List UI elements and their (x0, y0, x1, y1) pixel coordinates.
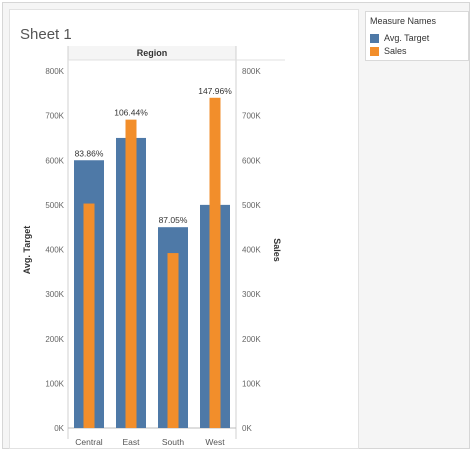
worksheet: Sheet 1 Region Avg. Target Sales 0K 0K 100… (9, 9, 359, 449)
legend: Measure Names Avg. Target Sales (365, 11, 469, 61)
y-tick-label: 0K (54, 424, 64, 433)
y-tick-label: 700K (45, 112, 64, 121)
y2-tick-label: 500K (242, 201, 261, 210)
y2-tick-label: 600K (242, 156, 261, 165)
y-tick-label: 200K (45, 335, 64, 344)
legend-item-sales[interactable]: Sales (370, 45, 407, 57)
y2-tick-label: 300K (242, 290, 261, 299)
y2-tick-label: 400K (242, 246, 261, 255)
y-tick-label: 500K (45, 201, 64, 210)
y2-axis-label: Sales (272, 238, 282, 262)
bar-sales-west[interactable] (209, 97, 221, 429)
data-label-south: 87.05% (159, 215, 188, 225)
y2-tick-label: 800K (242, 67, 261, 76)
x-tick-label: South (162, 437, 184, 447)
x-tick-label: Central (75, 437, 103, 447)
y2-tick-label: 0K (242, 424, 252, 433)
y-tick-label: 600K (45, 156, 64, 165)
y-tick-label: 800K (45, 67, 64, 76)
legend-swatch-sales (370, 46, 379, 56)
y-axis-label: Avg. Target (22, 226, 32, 275)
region-header: Region (137, 48, 168, 58)
legend-swatch-avg-target (370, 33, 379, 43)
data-label-east: 106.44% (114, 108, 148, 118)
legend-label-avg-target: Avg. Target (384, 33, 430, 43)
data-label-central: 83.86% (75, 148, 104, 158)
y-tick-label: 300K (45, 290, 64, 299)
x-tick-label: West (205, 437, 225, 447)
legend-title: Measure Names (370, 16, 437, 26)
region-header-band (68, 46, 236, 60)
sheet-title: Sheet 1 (20, 26, 72, 43)
x-tick-label: East (122, 437, 140, 447)
dashboard-frame: Sheet 1 Region Avg. Target Sales 0K 0K 100… (2, 2, 470, 449)
y2-tick-label: 100K (242, 379, 261, 388)
bar-sales-south[interactable] (167, 253, 179, 428)
y-tick-label: 100K (45, 379, 64, 388)
bar-sales-central[interactable] (83, 203, 95, 428)
y-tick-label: 400K (45, 246, 64, 255)
legend-item-avg-target[interactable]: Avg. Target (370, 32, 429, 44)
dual-axis-bar-chart: Region Avg. Target Sales 0K 0K 100K 100K 200… (22, 46, 285, 447)
bar-sales-east[interactable] (125, 119, 137, 429)
y2-tick-label: 200K (242, 335, 261, 344)
legend-label-sales: Sales (384, 46, 407, 56)
data-label-west: 147.96% (198, 86, 232, 96)
y2-tick-label: 700K (242, 112, 261, 121)
